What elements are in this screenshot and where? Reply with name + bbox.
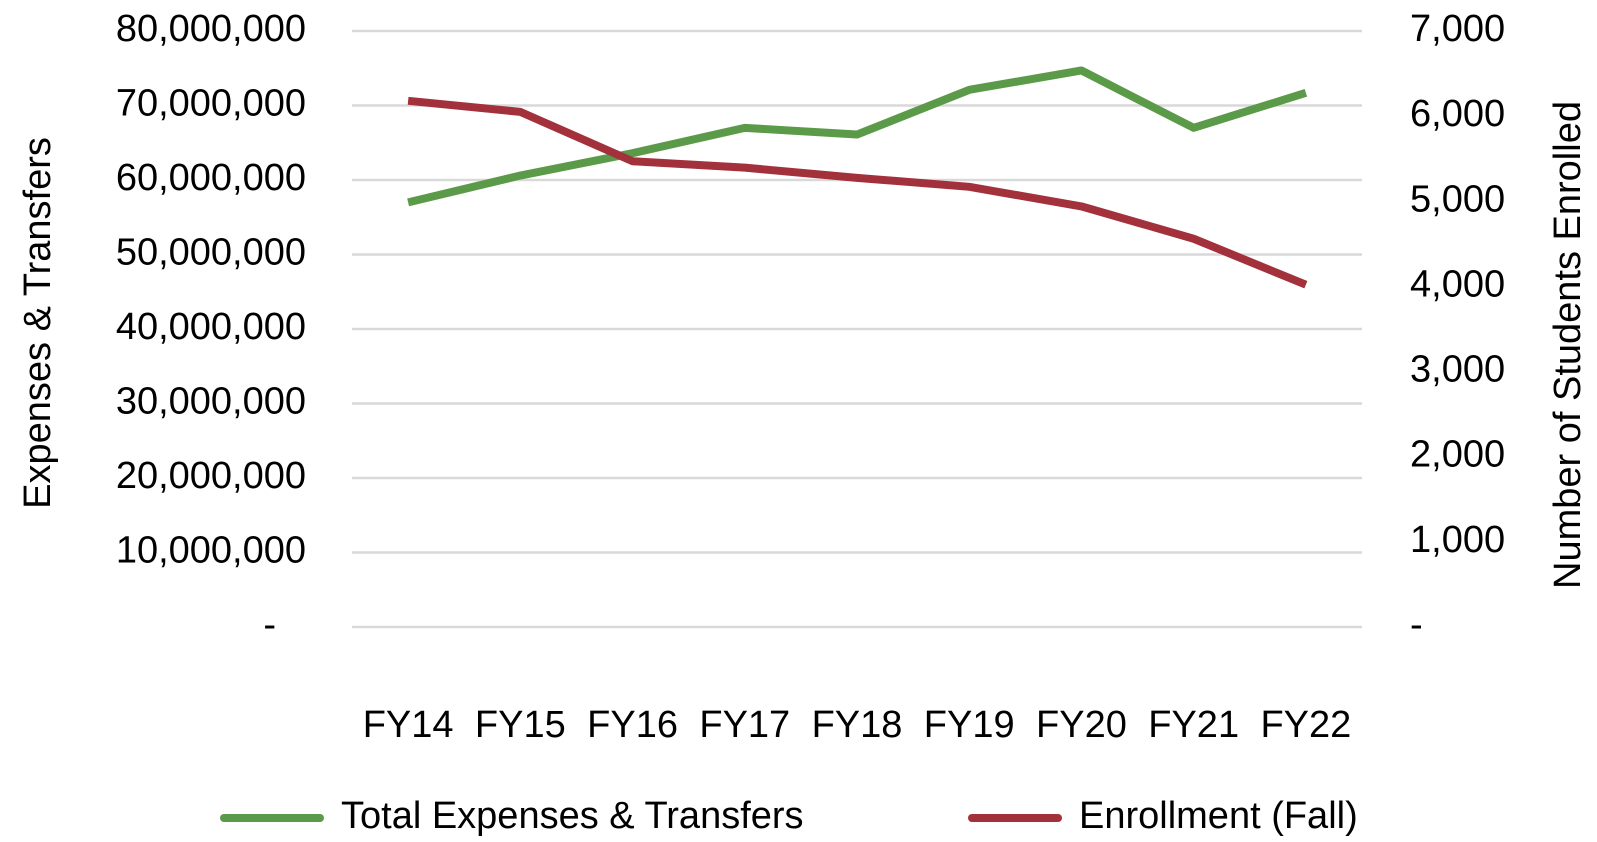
y-axis-title: Expenses & Transfers — [17, 137, 59, 509]
x-tick-label: FY15 — [475, 704, 566, 746]
y2-tick-label: 5,000 — [1410, 178, 1505, 220]
series-line — [407, 96, 1308, 289]
x-tick-label: FY14 — [363, 704, 454, 746]
y2-tick-label: - — [1410, 604, 1423, 646]
y-tick-label: 60,000,000 — [116, 157, 306, 199]
x-tick-label: FY22 — [1260, 704, 1351, 746]
x-tick-label: FY17 — [699, 704, 790, 746]
y-tick-label: - — [263, 604, 276, 646]
y-tick-label: 20,000,000 — [116, 455, 306, 497]
x-tick-label: FY19 — [924, 704, 1015, 746]
y2-tick-label: 7,000 — [1410, 8, 1505, 50]
y-tick-label: 70,000,000 — [116, 83, 306, 125]
y-tick-label: 30,000,000 — [116, 381, 306, 423]
y2-axis-title: Number of Students Enrolled — [1547, 101, 1589, 589]
legend-label: Enrollment (Fall) — [1079, 795, 1358, 837]
y2-tick-label: 3,000 — [1410, 349, 1505, 391]
y-tick-label: 40,000,000 — [116, 306, 306, 348]
y2-tick-label: 2,000 — [1410, 434, 1505, 476]
y-tick-label: 50,000,000 — [116, 232, 306, 274]
y2-tick-label: 4,000 — [1410, 263, 1505, 305]
y2-tick-label: 1,000 — [1410, 519, 1505, 561]
series-line — [407, 66, 1308, 207]
x-tick-label: FY21 — [1148, 704, 1239, 746]
x-tick-label: FY16 — [587, 704, 678, 746]
y2-tick-label: 6,000 — [1410, 93, 1505, 135]
x-tick-label: FY18 — [812, 704, 903, 746]
y-tick-label: 80,000,000 — [116, 8, 306, 50]
y-tick-label: 10,000,000 — [116, 530, 306, 572]
x-tick-label: FY20 — [1036, 704, 1127, 746]
legend-label: Total Expenses & Transfers — [341, 795, 804, 837]
